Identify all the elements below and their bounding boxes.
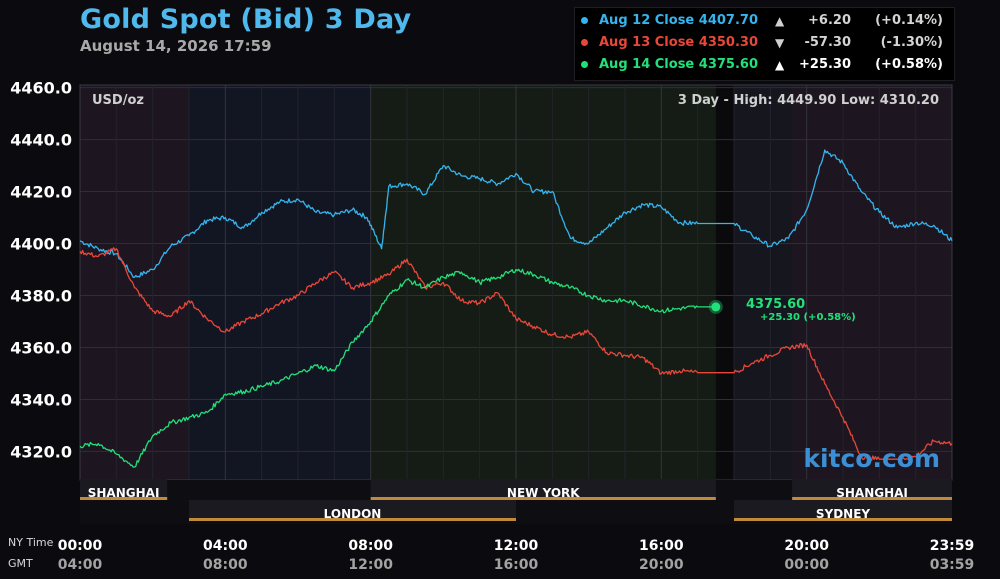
legend-item-aug13: Aug 13 Close 4350.30 ▼ -57.30 (-1.30%) bbox=[575, 32, 954, 54]
legend: Aug 12 Close 4407.70 ▲ +6.20 (+0.14%) Au… bbox=[574, 7, 955, 81]
session-block bbox=[792, 479, 952, 497]
legend-label: Aug 12 Close 4407.70 bbox=[599, 13, 758, 28]
session-bar bbox=[734, 518, 952, 521]
legend-percent: (-1.30%) bbox=[880, 35, 943, 50]
kitco-watermark: kitco.com bbox=[803, 444, 940, 473]
session-shade bbox=[715, 85, 734, 480]
x-tick-label-gmt: 12:00 bbox=[348, 557, 393, 573]
session-shade bbox=[80, 85, 189, 480]
series-line bbox=[79, 268, 716, 468]
legend-change: -57.30 bbox=[804, 35, 851, 50]
legend-label: Aug 13 Close 4350.30 bbox=[599, 35, 758, 50]
session-bar bbox=[370, 497, 716, 500]
session-label: NEW YORK bbox=[507, 486, 580, 500]
session-block bbox=[370, 479, 716, 497]
x-tick-label-gmt: 03:59 bbox=[930, 557, 975, 573]
range-summary: 3 Day - High: 4449.90 Low: 4310.20 bbox=[678, 93, 939, 108]
x-tick-label: 04:00 bbox=[203, 538, 248, 554]
legend-item-aug12: Aug 12 Close 4407.70 ▲ +6.20 (+0.14%) bbox=[575, 10, 954, 32]
last-change-label: +25.30 (+0.58%) bbox=[760, 312, 856, 323]
unit-label: USD/oz bbox=[92, 93, 144, 108]
gmt-label: GMT bbox=[8, 557, 33, 570]
x-tick-label: 12:00 bbox=[494, 538, 539, 554]
session-label: SHANGHAI bbox=[836, 486, 908, 500]
x-tick-label: 20:00 bbox=[784, 538, 829, 554]
session-block bbox=[734, 500, 952, 518]
session-shade bbox=[734, 85, 793, 480]
session-shade bbox=[370, 85, 716, 480]
ny-time-label: NY Time bbox=[8, 536, 54, 549]
legend-dot-icon bbox=[581, 17, 588, 24]
y-tick-label: 4420.0 bbox=[10, 183, 72, 202]
session-block bbox=[189, 500, 516, 518]
x-tick-label-gmt: 16:00 bbox=[494, 557, 539, 573]
chart-title: Gold Spot (Bid) 3 Day bbox=[80, 4, 412, 35]
x-tick-label-gmt: 08:00 bbox=[203, 557, 248, 573]
x-tick-label-gmt: 04:00 bbox=[58, 557, 103, 573]
session-label: SHANGHAI bbox=[88, 486, 160, 500]
legend-dot-icon bbox=[581, 61, 588, 68]
y-tick-label: 4440.0 bbox=[10, 131, 72, 150]
y-tick-label: 4380.0 bbox=[10, 286, 72, 305]
session-bar bbox=[189, 518, 516, 521]
x-tick-label: 16:00 bbox=[639, 538, 684, 554]
x-tick-label: 00:00 bbox=[58, 538, 103, 554]
chart-timestamp: August 14, 2026 17:59 bbox=[80, 37, 272, 55]
legend-label: Aug 14 Close 4375.60 bbox=[599, 57, 758, 72]
up-arrow-icon: ▲ bbox=[775, 14, 785, 28]
session-shade bbox=[792, 85, 952, 480]
y-tick-label: 4340.0 bbox=[10, 390, 72, 409]
x-tick-label-gmt: 00:00 bbox=[784, 557, 829, 573]
session-label: SYDNEY bbox=[816, 507, 871, 521]
last-point-marker bbox=[711, 302, 721, 312]
session-shade bbox=[189, 85, 371, 480]
legend-percent: (+0.58%) bbox=[875, 57, 943, 72]
x-tick-label: 08:00 bbox=[348, 538, 393, 554]
series-line bbox=[79, 149, 953, 278]
series-line bbox=[79, 247, 953, 461]
y-tick-label: 4360.0 bbox=[10, 338, 72, 357]
session-label: LONDON bbox=[324, 507, 382, 521]
legend-change: +25.30 bbox=[799, 57, 852, 72]
y-tick-label: 4320.0 bbox=[10, 442, 72, 461]
up-arrow-icon: ▲ bbox=[775, 58, 785, 72]
x-tick-label-gmt: 20:00 bbox=[639, 557, 684, 573]
legend-item-aug14: Aug 14 Close 4375.60 ▲ +25.30 (+0.58%) bbox=[575, 54, 954, 76]
session-bar bbox=[792, 497, 952, 500]
y-tick-label: 4400.0 bbox=[10, 235, 72, 254]
last-price-label: 4375.60 bbox=[746, 297, 805, 312]
legend-dot-icon bbox=[581, 39, 588, 46]
legend-change: +6.20 bbox=[808, 13, 851, 28]
session-bar bbox=[80, 497, 168, 500]
down-arrow-icon: ▼ bbox=[775, 36, 785, 50]
y-tick-label: 4460.0 bbox=[10, 79, 72, 98]
session-block bbox=[80, 479, 168, 497]
x-tick-label: 23:59 bbox=[930, 538, 975, 554]
legend-percent: (+0.14%) bbox=[875, 13, 943, 28]
